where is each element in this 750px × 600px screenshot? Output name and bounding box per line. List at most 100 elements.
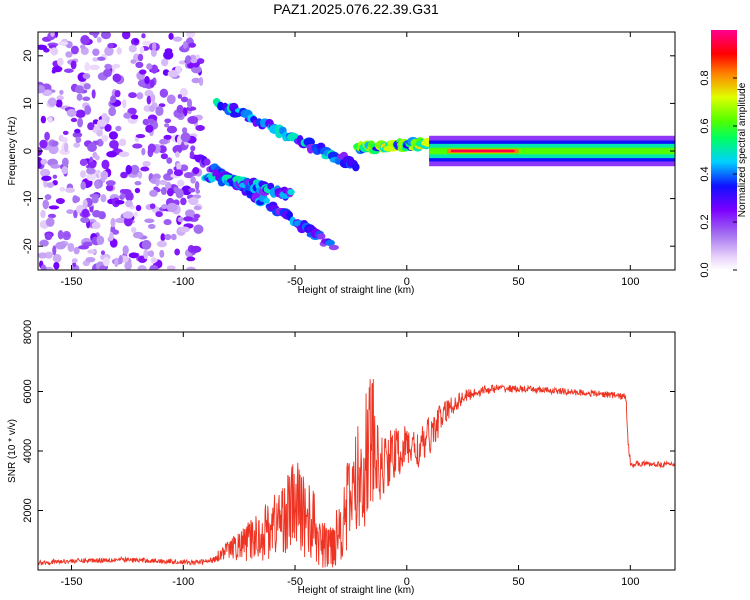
noise-speckle	[133, 38, 139, 44]
noise-speckle	[164, 123, 170, 128]
noise-speckle	[122, 245, 129, 255]
noise-speckle	[72, 131, 83, 138]
noise-speckle	[61, 166, 69, 175]
noise-speckle	[96, 129, 103, 137]
noise-speckle	[59, 89, 64, 95]
noise-speckle	[144, 218, 155, 224]
noise-speckle	[193, 224, 204, 234]
noise-speckle	[80, 35, 90, 45]
noise-speckle	[177, 94, 183, 99]
noise-speckle	[185, 209, 195, 218]
noise-speckle	[50, 32, 55, 37]
noise-speckle	[160, 153, 168, 160]
noise-speckle	[147, 223, 156, 230]
y-tick-label: 0	[22, 148, 34, 154]
track-segment	[203, 158, 211, 166]
noise-speckle	[155, 105, 164, 116]
noise-speckle	[59, 186, 66, 192]
noise-speckle	[67, 242, 75, 252]
snr-plot-area	[38, 378, 675, 568]
noise-speckle	[75, 136, 82, 144]
noise-speckle	[137, 53, 144, 62]
noise-speckle	[181, 127, 188, 134]
noise-speckle	[179, 226, 190, 233]
noise-speckle	[118, 254, 123, 265]
noise-speckle	[91, 89, 96, 99]
spectrogram-plot-area	[38, 32, 675, 270]
noise-speckle	[163, 50, 174, 60]
noise-speckle	[92, 57, 99, 62]
noise-speckle	[164, 118, 172, 124]
noise-speckle	[47, 116, 53, 123]
noise-speckle	[56, 95, 64, 101]
noise-speckle	[104, 63, 112, 70]
noise-speckle	[112, 73, 122, 83]
noise-speckle	[171, 233, 177, 241]
noise-speckle	[115, 125, 122, 132]
y-tick-label: 2000	[22, 498, 34, 522]
track-segment	[328, 244, 339, 251]
x-tick-label: 50	[512, 576, 524, 588]
x-tick-label: 100	[621, 276, 639, 288]
noise-speckle	[179, 87, 188, 97]
noise-speckle	[167, 69, 179, 78]
noise-speckle	[134, 181, 142, 186]
noise-speckle	[55, 99, 63, 108]
noise-speckle	[87, 249, 96, 254]
noise-speckle	[149, 203, 156, 210]
track-segment	[352, 162, 360, 172]
noise-speckle	[107, 43, 114, 49]
noise-speckle	[130, 164, 140, 175]
x-tick-label: -100	[172, 276, 194, 288]
band-peak	[451, 149, 515, 153]
noise-speckle	[82, 199, 88, 209]
noise-speckle	[159, 88, 169, 98]
noise-speckle	[85, 256, 96, 263]
noise-speckle	[164, 233, 172, 241]
x-tick-label: -100	[172, 576, 194, 588]
noise-speckle	[135, 204, 142, 212]
noise-speckle	[188, 187, 196, 193]
noise-speckle	[72, 261, 77, 268]
noise-speckle	[151, 258, 158, 263]
noise-speckle	[114, 199, 125, 205]
noise-speckle	[47, 213, 57, 219]
noise-speckle	[73, 142, 81, 148]
noise-speckle	[40, 158, 48, 165]
noise-speckle	[186, 256, 196, 262]
noise-speckle	[163, 219, 172, 226]
noise-speckle	[38, 252, 48, 259]
noise-speckle	[176, 162, 182, 171]
noise-speckle	[150, 64, 159, 74]
noise-speckle	[168, 32, 174, 40]
noise-speckle	[128, 44, 137, 53]
noise-speckle	[190, 145, 196, 152]
noise-speckle	[185, 266, 197, 270]
x-tick-label: 50	[512, 276, 524, 288]
noise-speckle	[38, 84, 46, 94]
figure-title: PAZ1.2025.076.22.39.G31	[273, 1, 439, 17]
noise-speckle	[185, 55, 192, 64]
noise-speckle	[137, 170, 143, 179]
noise-speckle	[149, 104, 156, 113]
noise-speckle	[64, 142, 69, 153]
noise-speckle	[77, 117, 84, 128]
x-tick-label: -150	[61, 576, 83, 588]
colorbar-tick-label: 0.0	[699, 262, 711, 277]
noise-speckle	[180, 96, 189, 103]
noise-speckle	[116, 47, 122, 55]
y-tick-label: -20	[22, 238, 34, 254]
noise-speckle	[128, 92, 137, 99]
noise-speckle	[118, 151, 130, 158]
noise-speckle	[97, 119, 108, 127]
noise-speckle	[43, 178, 48, 188]
noise-speckle	[47, 97, 57, 107]
noise-speckle	[177, 216, 184, 223]
noise-speckle	[158, 179, 168, 186]
noise-speckle	[135, 134, 146, 139]
noise-speckle	[66, 209, 74, 214]
noise-speckle	[183, 216, 193, 222]
noise-speckle	[83, 83, 91, 90]
colorbar-ticks: 0.0 0.2 0.4 0.6 0.8	[699, 70, 737, 278]
